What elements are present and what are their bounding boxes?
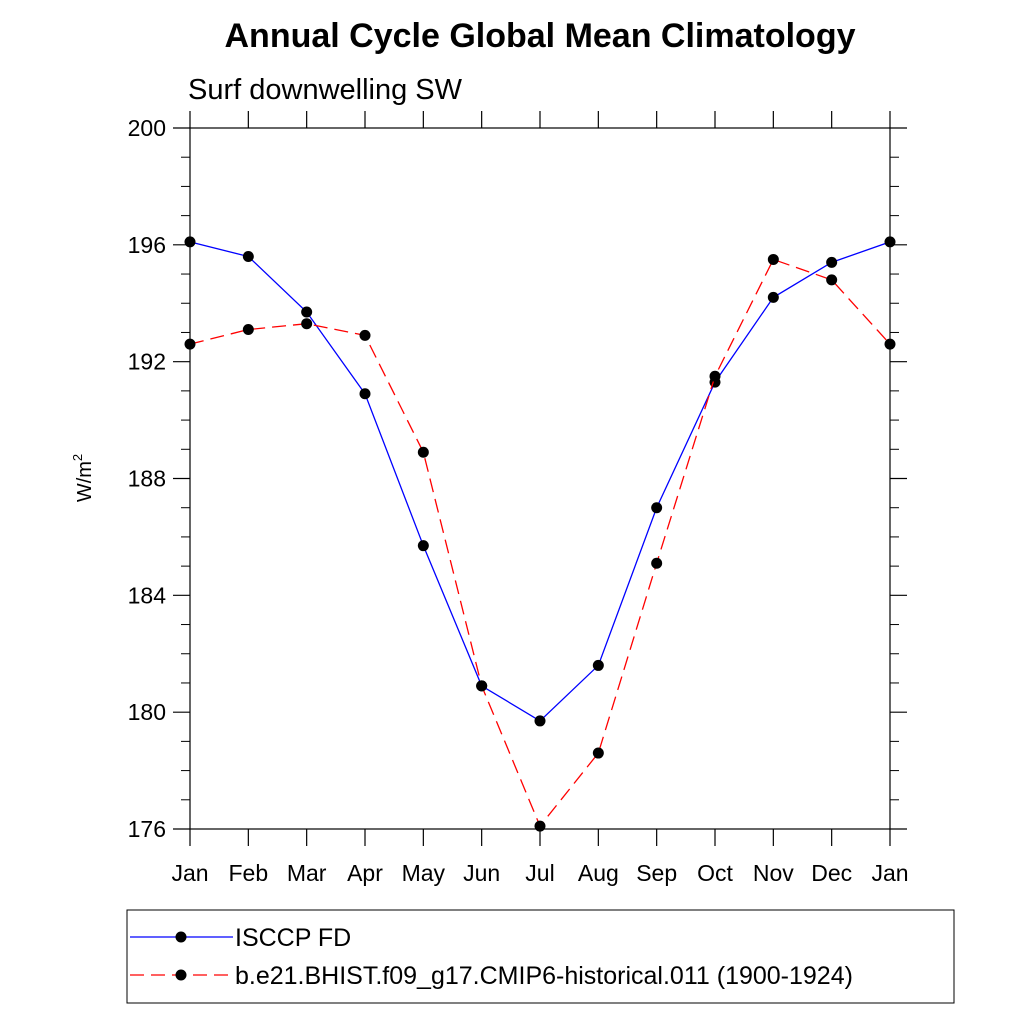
series-line-1 xyxy=(189,241,891,722)
x-tick-label: Jan xyxy=(171,860,208,886)
series-line-2 xyxy=(189,258,891,828)
series-1-point xyxy=(592,659,604,671)
y-axis-label-superscript: 2 xyxy=(70,454,85,461)
series-2-point xyxy=(651,557,663,569)
series-2-point xyxy=(476,680,488,692)
series-2-point xyxy=(534,820,546,832)
series-2-point xyxy=(301,318,313,330)
x-tick-label: Aug xyxy=(578,860,619,886)
series-1-point xyxy=(359,388,371,400)
y-tick-label: 176 xyxy=(128,816,166,842)
series-2-point xyxy=(709,370,721,382)
series-1-point xyxy=(651,502,663,514)
y-axis-label: W/m xyxy=(74,461,96,502)
legend-marker-1 xyxy=(175,931,187,943)
series-1-point xyxy=(884,236,896,248)
series-2-point xyxy=(184,338,196,350)
series-1-point xyxy=(417,540,429,552)
x-tick-label: Jan xyxy=(871,860,908,886)
series-2-point xyxy=(767,253,779,265)
series-1-point xyxy=(242,251,254,263)
legend-label-2: b.e21.BHIST.f09_g17.CMIP6-historical.011… xyxy=(235,962,853,990)
legend-box xyxy=(126,909,955,1004)
series-2-point xyxy=(242,324,254,336)
series-1-point xyxy=(826,256,838,268)
x-tick-label: Jul xyxy=(525,860,554,886)
y-tick-label: 184 xyxy=(128,582,167,608)
series-2-point xyxy=(592,747,604,759)
y-axis-title: W/m2 xyxy=(70,454,96,502)
y-tick-label: 192 xyxy=(128,349,166,375)
x-tick-label: Apr xyxy=(347,860,383,886)
series-1-point xyxy=(534,715,546,727)
y-tick-label: 196 xyxy=(128,232,166,258)
x-tick-label: Oct xyxy=(697,860,733,886)
chart-title: Annual Cycle Global Mean Climatology xyxy=(225,17,856,55)
x-tick-label: Sep xyxy=(636,860,677,886)
series-1-point xyxy=(301,306,313,318)
x-tick-label: Nov xyxy=(753,860,794,886)
series-1-point xyxy=(184,236,196,248)
series-2-point xyxy=(884,338,896,350)
plot-area: 176 180 184 188 192 196 200 Jan Feb Mar Apr May Jun J… xyxy=(128,111,909,886)
x-tick-label: Feb xyxy=(229,860,269,886)
series-2-point xyxy=(417,446,429,458)
series-2-point xyxy=(359,329,371,341)
y-tick-label: 188 xyxy=(128,466,166,492)
series-2-point xyxy=(826,274,838,286)
legend: ISCCP FD b.e21.BHIST.f09_g17.CMIP6-histor… xyxy=(126,909,955,1004)
x-tick-label: Dec xyxy=(811,860,852,886)
y-tick-label: 200 xyxy=(128,115,166,141)
y-tick-label: 180 xyxy=(128,699,166,725)
legend-marker-2 xyxy=(175,969,187,981)
x-tick-label: Jun xyxy=(463,860,500,886)
x-tick-label: Mar xyxy=(287,860,327,886)
svg-text:W/m2: W/m2 xyxy=(70,454,96,502)
chart-subtitle: Surf downwelling SW xyxy=(188,74,463,106)
legend-label-1: ISCCP FD xyxy=(235,924,351,952)
series-1-point xyxy=(767,291,779,303)
x-tick-label: May xyxy=(402,860,446,886)
